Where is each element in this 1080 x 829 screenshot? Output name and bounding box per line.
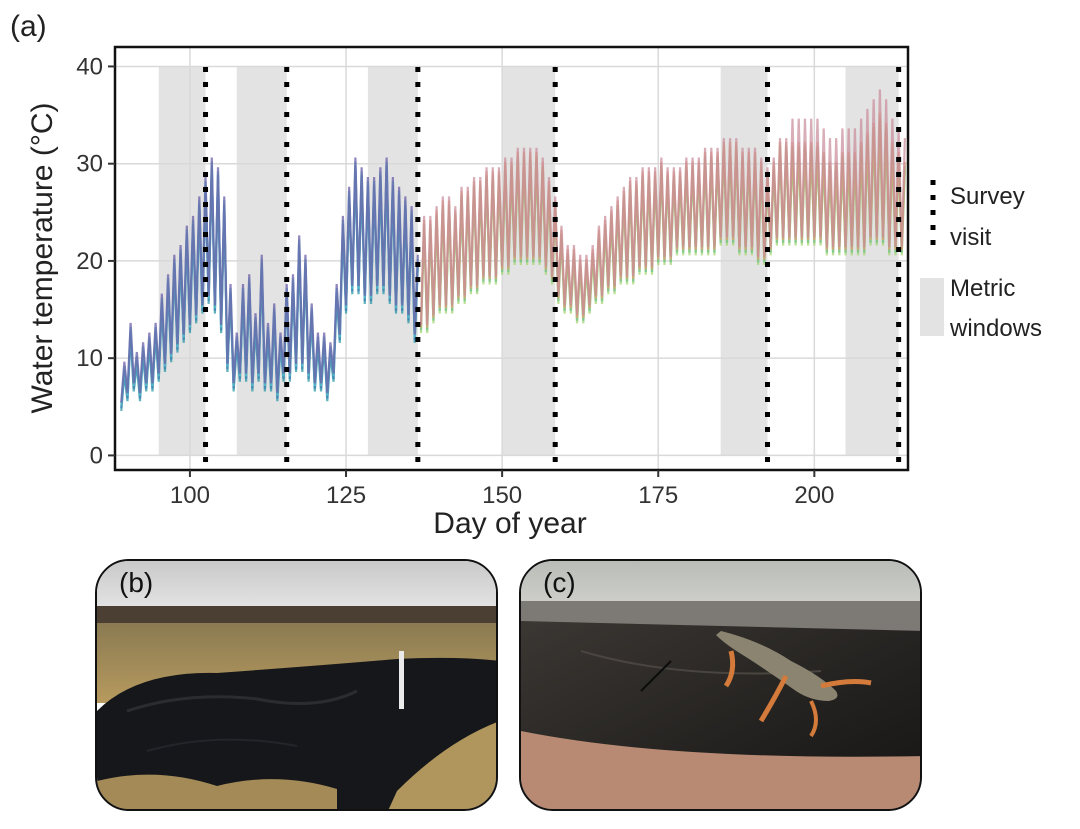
temperature-chart: (a) 100 125 150 175 200 0 10 20 30 40 Day of yea…: [10, 10, 1042, 540]
x-tick-label-125: 125: [326, 482, 366, 509]
x-tick-label-150: 150: [482, 482, 522, 509]
pond-photo: [97, 561, 496, 809]
pond-photo-panel: (b): [95, 559, 498, 811]
legend-window-swatch: [920, 278, 944, 336]
y-tick-label-30: 30: [76, 151, 103, 178]
series-late-3: [419, 89, 906, 325]
x-tick-label-100: 100: [170, 482, 210, 509]
panel-b-label: (b): [119, 567, 154, 598]
series-early-3: [120, 157, 419, 403]
panel-c-label: (c): [543, 567, 576, 598]
salamander-photo: [521, 561, 920, 809]
legend-window-label-line1: Metric: [950, 275, 1015, 302]
y-axis-ticks: 0 10 20 30 40: [76, 53, 115, 469]
legend-window-label-line2: windows: [949, 315, 1042, 342]
x-tick-label-175: 175: [638, 482, 678, 509]
temperature-series: [120, 89, 906, 411]
salamander-photo-panel: (c): [519, 559, 922, 811]
plot-frame: [113, 45, 910, 472]
legend: Survey visit Metric windows: [920, 180, 1042, 342]
y-tick-label-20: 20: [76, 248, 103, 275]
panel-a-label: (a): [10, 10, 47, 43]
y-tick-label-40: 40: [76, 53, 103, 80]
y-tick-label-10: 10: [76, 345, 103, 372]
legend-survey-label-line2: visit: [950, 224, 992, 251]
x-axis-ticks: 100 125 150 175 200: [170, 470, 834, 509]
y-tick-label-0: 0: [90, 442, 103, 469]
y-axis-title: Water temperature (°C): [26, 103, 59, 414]
x-tick-label-200: 200: [794, 482, 834, 509]
legend-survey-label-line1: Survey: [950, 183, 1025, 210]
x-axis-title: Day of year: [433, 507, 586, 540]
